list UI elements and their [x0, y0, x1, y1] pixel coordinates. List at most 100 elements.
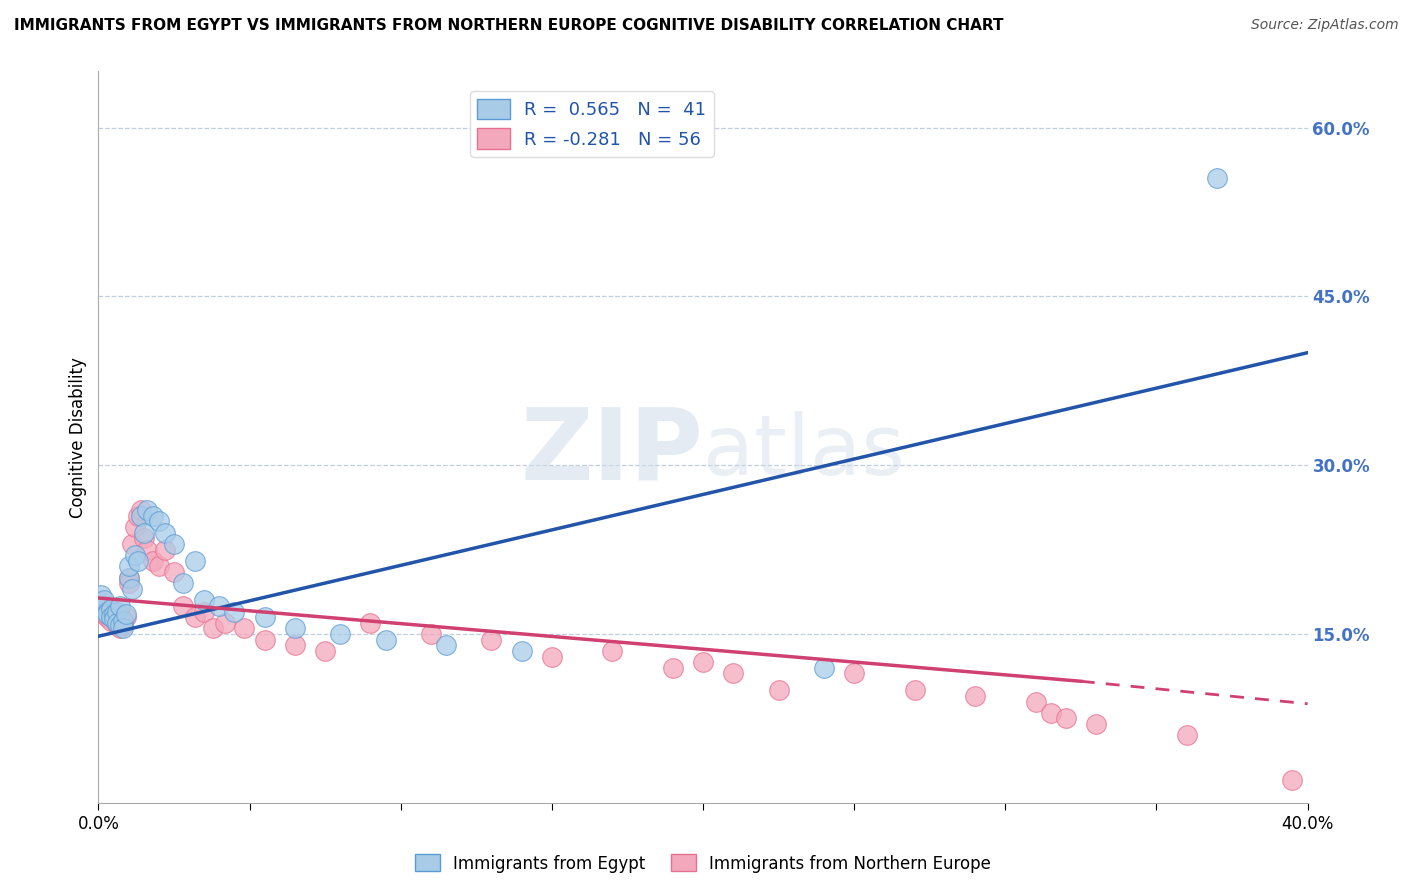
Legend: R =  0.565   N =  41, R = -0.281   N = 56: R = 0.565 N = 41, R = -0.281 N = 56	[470, 91, 714, 156]
Point	[96, 605, 118, 619]
Point	[768, 683, 790, 698]
Point	[253, 632, 276, 647]
Point	[100, 602, 122, 616]
Point	[108, 610, 131, 624]
Point	[1039, 706, 1062, 720]
Point	[127, 508, 149, 523]
Point	[124, 520, 146, 534]
Point	[93, 593, 115, 607]
Point	[1206, 171, 1229, 186]
Point	[135, 503, 157, 517]
Point	[420, 627, 443, 641]
Point	[135, 542, 157, 557]
Point	[193, 605, 215, 619]
Point	[124, 548, 146, 562]
Point	[481, 632, 503, 647]
Point	[142, 508, 165, 523]
Point	[329, 627, 352, 641]
Point	[193, 593, 215, 607]
Point	[813, 661, 835, 675]
Point	[118, 576, 141, 591]
Point	[90, 595, 112, 609]
Point	[1024, 694, 1046, 708]
Point	[132, 525, 155, 540]
Point	[434, 638, 457, 652]
Point	[208, 599, 231, 613]
Text: atlas: atlas	[703, 411, 904, 492]
Point	[118, 559, 141, 574]
Point	[602, 644, 624, 658]
Point	[90, 588, 112, 602]
Point	[360, 615, 382, 630]
Point	[118, 571, 141, 585]
Point	[132, 532, 155, 546]
Point	[184, 554, 207, 568]
Point	[723, 666, 745, 681]
Point	[105, 618, 128, 632]
Point	[661, 661, 683, 675]
Point	[232, 621, 254, 635]
Point	[129, 503, 152, 517]
Y-axis label: Cognitive Disability: Cognitive Disability	[69, 357, 87, 517]
Point	[904, 683, 927, 698]
Point	[103, 607, 125, 621]
Point	[1175, 728, 1198, 742]
Point	[153, 525, 176, 540]
Point	[314, 644, 336, 658]
Text: IMMIGRANTS FROM EGYPT VS IMMIGRANTS FROM NORTHERN EUROPE COGNITIVE DISABILITY CO: IMMIGRANTS FROM EGYPT VS IMMIGRANTS FROM…	[14, 18, 1004, 33]
Point	[111, 621, 134, 635]
Point	[108, 599, 131, 613]
Point	[284, 638, 307, 652]
Point	[142, 554, 165, 568]
Point	[127, 554, 149, 568]
Point	[100, 614, 122, 628]
Point	[692, 655, 714, 669]
Point	[844, 666, 866, 681]
Text: ZIP: ZIP	[520, 403, 703, 500]
Point	[111, 618, 134, 632]
Point	[510, 644, 533, 658]
Point	[114, 607, 136, 621]
Point	[111, 614, 134, 628]
Point	[114, 610, 136, 624]
Point	[172, 576, 194, 591]
Point	[111, 614, 134, 628]
Point	[103, 610, 125, 624]
Point	[163, 537, 186, 551]
Point	[153, 542, 176, 557]
Point	[214, 615, 236, 630]
Point	[100, 607, 122, 621]
Point	[90, 605, 112, 619]
Point	[96, 610, 118, 624]
Point	[93, 607, 115, 621]
Point	[108, 621, 131, 635]
Point	[1085, 717, 1108, 731]
Point	[184, 610, 207, 624]
Point	[105, 615, 128, 630]
Point	[96, 607, 118, 621]
Point	[103, 605, 125, 619]
Legend: Immigrants from Egypt, Immigrants from Northern Europe: Immigrants from Egypt, Immigrants from N…	[408, 847, 998, 880]
Point	[96, 602, 118, 616]
Point	[103, 612, 125, 626]
Point	[118, 571, 141, 585]
Point	[374, 632, 396, 647]
Point	[1054, 711, 1077, 725]
Point	[121, 582, 143, 596]
Point	[202, 621, 225, 635]
Point	[172, 599, 194, 613]
Point	[105, 605, 128, 619]
Point	[93, 599, 115, 613]
Point	[148, 559, 170, 574]
Point	[100, 610, 122, 624]
Point	[284, 621, 307, 635]
Point	[108, 618, 131, 632]
Text: Source: ZipAtlas.com: Source: ZipAtlas.com	[1251, 18, 1399, 32]
Point	[965, 689, 987, 703]
Point	[105, 615, 128, 630]
Point	[1281, 773, 1303, 788]
Point	[93, 599, 115, 613]
Point	[148, 515, 170, 529]
Point	[253, 610, 276, 624]
Point	[224, 605, 246, 619]
